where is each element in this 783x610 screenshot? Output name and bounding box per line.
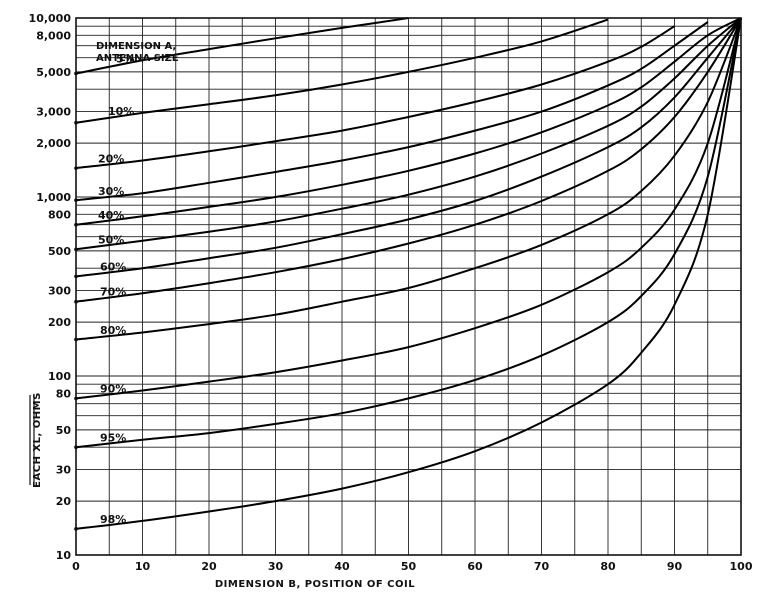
x-tick-label: 0: [72, 560, 80, 573]
series-label: 50%: [98, 233, 124, 246]
y-tick-label: 2,000: [36, 137, 71, 150]
series-line-80pct: [75, 17, 742, 341]
y-tick-label: 20: [56, 495, 72, 508]
y-tick-label: 5,000: [36, 66, 71, 79]
series-label: 90%: [100, 383, 126, 396]
x-tick-label: 90: [667, 560, 683, 573]
series-line-60pct: [75, 17, 742, 278]
y-tick-label: 8,000: [36, 29, 71, 42]
x-tick-label: 50: [401, 560, 417, 573]
y-tick-label: 80: [56, 387, 72, 400]
x-tick-label: 70: [534, 560, 550, 573]
legend-title-line-2: ANTENNA SIZE: [96, 53, 179, 64]
series-line-40pct: [75, 17, 742, 226]
curves: [74, 17, 742, 531]
y-tick-label: 500: [48, 245, 71, 258]
y-tick-label: 50: [56, 424, 72, 437]
series-line-50pct: [75, 17, 742, 251]
y-axis-title: EACH XL, OHMS: [32, 392, 43, 488]
series-label: 10%: [108, 105, 134, 118]
y-tick-labels: 10 20 30 50 80 100 200 300 500 800 1,000 2,000 3,000…: [29, 12, 72, 562]
series-label: 70%: [100, 286, 126, 299]
y-tick-label: 800: [48, 208, 71, 221]
y-tick-label: 100: [48, 370, 71, 383]
plot-frame: [75, 17, 742, 556]
x-tick-label: 60: [467, 560, 483, 573]
series-line-20pct: [75, 25, 676, 170]
series-line-95pct: [75, 17, 742, 449]
x-tick-labels: 0 10 20 30 40 50 60 70 80 90 100: [72, 560, 753, 573]
y-tick-label: 10,000: [29, 12, 72, 25]
y-tick-label: 200: [48, 316, 71, 329]
series-line-30pct: [75, 21, 709, 202]
y-tick-label: 1,000: [36, 191, 71, 204]
series-label: 40%: [98, 209, 124, 222]
series-label: 5%: [116, 53, 135, 66]
x-tick-label: 10: [135, 560, 151, 573]
series-label: 80%: [100, 324, 126, 337]
series-label: 98%: [100, 513, 126, 526]
curve-labels: 5% 10% 20% 30% 40% 50% 60% 70% 80% 90% 95% 98%: [98, 53, 135, 526]
grid: [75, 17, 742, 556]
series-label: 95%: [100, 432, 126, 445]
y-tick-label: 10: [56, 549, 72, 562]
series-label: 30%: [98, 185, 124, 198]
y-tick-label: 300: [48, 285, 71, 298]
series-label: 60%: [100, 260, 126, 273]
series-line-5pct: [75, 17, 409, 75]
y-tick-label: 3,000: [36, 106, 71, 119]
x-axis-title: DIMENSION B, POSITION OF COIL: [215, 579, 415, 590]
series-label: 20%: [98, 153, 124, 166]
series-line-98pct: [75, 17, 742, 530]
x-tick-label: 80: [600, 560, 616, 573]
x-tick-label: 30: [268, 560, 284, 573]
legend-title-line-1: DIMENSION A,: [96, 41, 176, 52]
y-tick-label: 30: [56, 464, 72, 477]
x-tick-label: 20: [201, 560, 217, 573]
series-line-70pct: [75, 17, 742, 303]
x-tick-label: 100: [730, 560, 753, 573]
series-line-90pct: [75, 17, 742, 400]
series-line-10pct: [75, 18, 609, 124]
x-tick-label: 40: [334, 560, 350, 573]
